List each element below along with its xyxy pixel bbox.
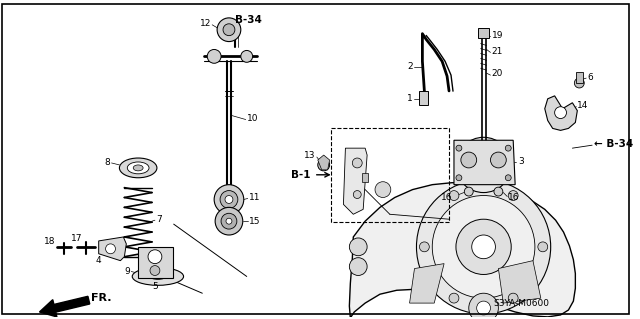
- Polygon shape: [410, 263, 444, 303]
- Circle shape: [466, 147, 501, 183]
- Text: ← B-34: ← B-34: [594, 139, 634, 149]
- Circle shape: [508, 293, 518, 303]
- Circle shape: [461, 152, 477, 168]
- FancyArrow shape: [40, 296, 90, 317]
- Polygon shape: [99, 237, 126, 261]
- Text: 7: 7: [156, 215, 162, 224]
- Text: 14: 14: [577, 101, 589, 110]
- Circle shape: [490, 152, 506, 168]
- Circle shape: [506, 145, 511, 151]
- Circle shape: [538, 242, 548, 252]
- Circle shape: [375, 182, 391, 197]
- Circle shape: [353, 190, 361, 198]
- Circle shape: [207, 49, 221, 63]
- Text: 18: 18: [44, 237, 55, 246]
- Circle shape: [148, 250, 162, 263]
- Text: 1: 1: [407, 94, 413, 103]
- Ellipse shape: [132, 268, 184, 285]
- Polygon shape: [545, 96, 577, 130]
- Circle shape: [221, 213, 237, 229]
- Circle shape: [465, 187, 473, 196]
- Circle shape: [223, 24, 235, 36]
- Circle shape: [472, 235, 495, 259]
- Circle shape: [456, 219, 511, 274]
- Circle shape: [225, 196, 233, 204]
- Ellipse shape: [120, 158, 157, 178]
- Circle shape: [456, 137, 511, 193]
- Polygon shape: [454, 140, 515, 185]
- Circle shape: [215, 207, 243, 235]
- Polygon shape: [499, 261, 541, 303]
- Text: 16: 16: [508, 193, 520, 202]
- FancyBboxPatch shape: [477, 28, 490, 38]
- Ellipse shape: [150, 273, 166, 279]
- Circle shape: [468, 293, 499, 319]
- Circle shape: [352, 158, 362, 168]
- Circle shape: [456, 175, 462, 181]
- Circle shape: [477, 301, 490, 315]
- FancyBboxPatch shape: [577, 72, 583, 83]
- Circle shape: [555, 107, 566, 119]
- Text: 12: 12: [200, 19, 211, 28]
- Text: 9: 9: [125, 267, 131, 276]
- Circle shape: [417, 180, 550, 314]
- Text: 6: 6: [587, 73, 593, 82]
- Circle shape: [220, 190, 238, 208]
- Text: 15: 15: [249, 217, 260, 226]
- Circle shape: [449, 293, 459, 303]
- Text: 3: 3: [518, 158, 524, 167]
- Polygon shape: [349, 183, 575, 318]
- Text: S3YA-M0600: S3YA-M0600: [493, 299, 550, 308]
- Circle shape: [456, 145, 462, 151]
- Circle shape: [106, 244, 115, 254]
- FancyBboxPatch shape: [419, 91, 428, 105]
- Text: 19: 19: [492, 31, 503, 40]
- Text: FR.: FR.: [91, 293, 111, 303]
- Text: 5: 5: [152, 282, 158, 291]
- Text: 16: 16: [440, 193, 452, 202]
- Circle shape: [508, 191, 518, 201]
- Circle shape: [226, 218, 232, 224]
- Text: 17: 17: [71, 234, 83, 243]
- Text: 21: 21: [492, 47, 503, 56]
- FancyBboxPatch shape: [362, 173, 368, 182]
- Circle shape: [432, 196, 535, 298]
- Text: 2: 2: [407, 62, 413, 71]
- Polygon shape: [344, 148, 367, 214]
- Text: B-1: B-1: [291, 170, 311, 180]
- Circle shape: [318, 159, 330, 171]
- Circle shape: [214, 185, 244, 214]
- Circle shape: [349, 238, 367, 256]
- Text: 10: 10: [247, 114, 258, 123]
- Circle shape: [449, 191, 459, 201]
- Text: 4: 4: [96, 256, 102, 265]
- Circle shape: [150, 266, 160, 276]
- Text: 13: 13: [304, 151, 316, 160]
- Ellipse shape: [133, 165, 143, 171]
- Circle shape: [241, 50, 253, 62]
- Circle shape: [574, 78, 584, 88]
- Text: 20: 20: [492, 69, 503, 78]
- Polygon shape: [318, 155, 330, 170]
- Text: B-34: B-34: [235, 15, 262, 25]
- Circle shape: [419, 242, 429, 252]
- FancyBboxPatch shape: [138, 247, 173, 278]
- Circle shape: [494, 187, 503, 196]
- Bar: [331, 129, 449, 222]
- Circle shape: [217, 18, 241, 41]
- Ellipse shape: [127, 162, 149, 174]
- Circle shape: [506, 175, 511, 181]
- Text: 8: 8: [105, 159, 111, 167]
- Circle shape: [349, 258, 367, 276]
- Text: 11: 11: [249, 193, 260, 202]
